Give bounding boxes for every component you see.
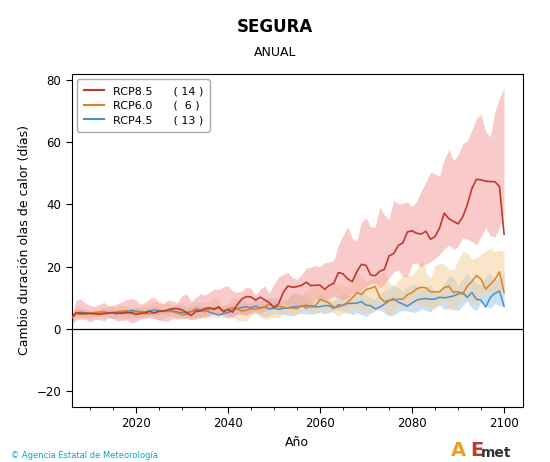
Text: E: E bbox=[470, 441, 483, 460]
Text: © Agencia Estatal de Meteorología: © Agencia Estatal de Meteorología bbox=[11, 451, 158, 460]
Text: ANUAL: ANUAL bbox=[254, 46, 296, 59]
X-axis label: Año: Año bbox=[285, 436, 309, 449]
Y-axis label: Cambio duración olas de calor (días): Cambio duración olas de calor (días) bbox=[18, 125, 31, 355]
Text: SEGURA: SEGURA bbox=[237, 18, 313, 36]
Text: A: A bbox=[451, 441, 466, 460]
Legend: RCP8.5      ( 14 ), RCP6.0      (  6 ), RCP4.5      ( 13 ): RCP8.5 ( 14 ), RCP6.0 ( 6 ), RCP4.5 ( 13… bbox=[77, 79, 210, 132]
Text: met: met bbox=[481, 446, 512, 460]
